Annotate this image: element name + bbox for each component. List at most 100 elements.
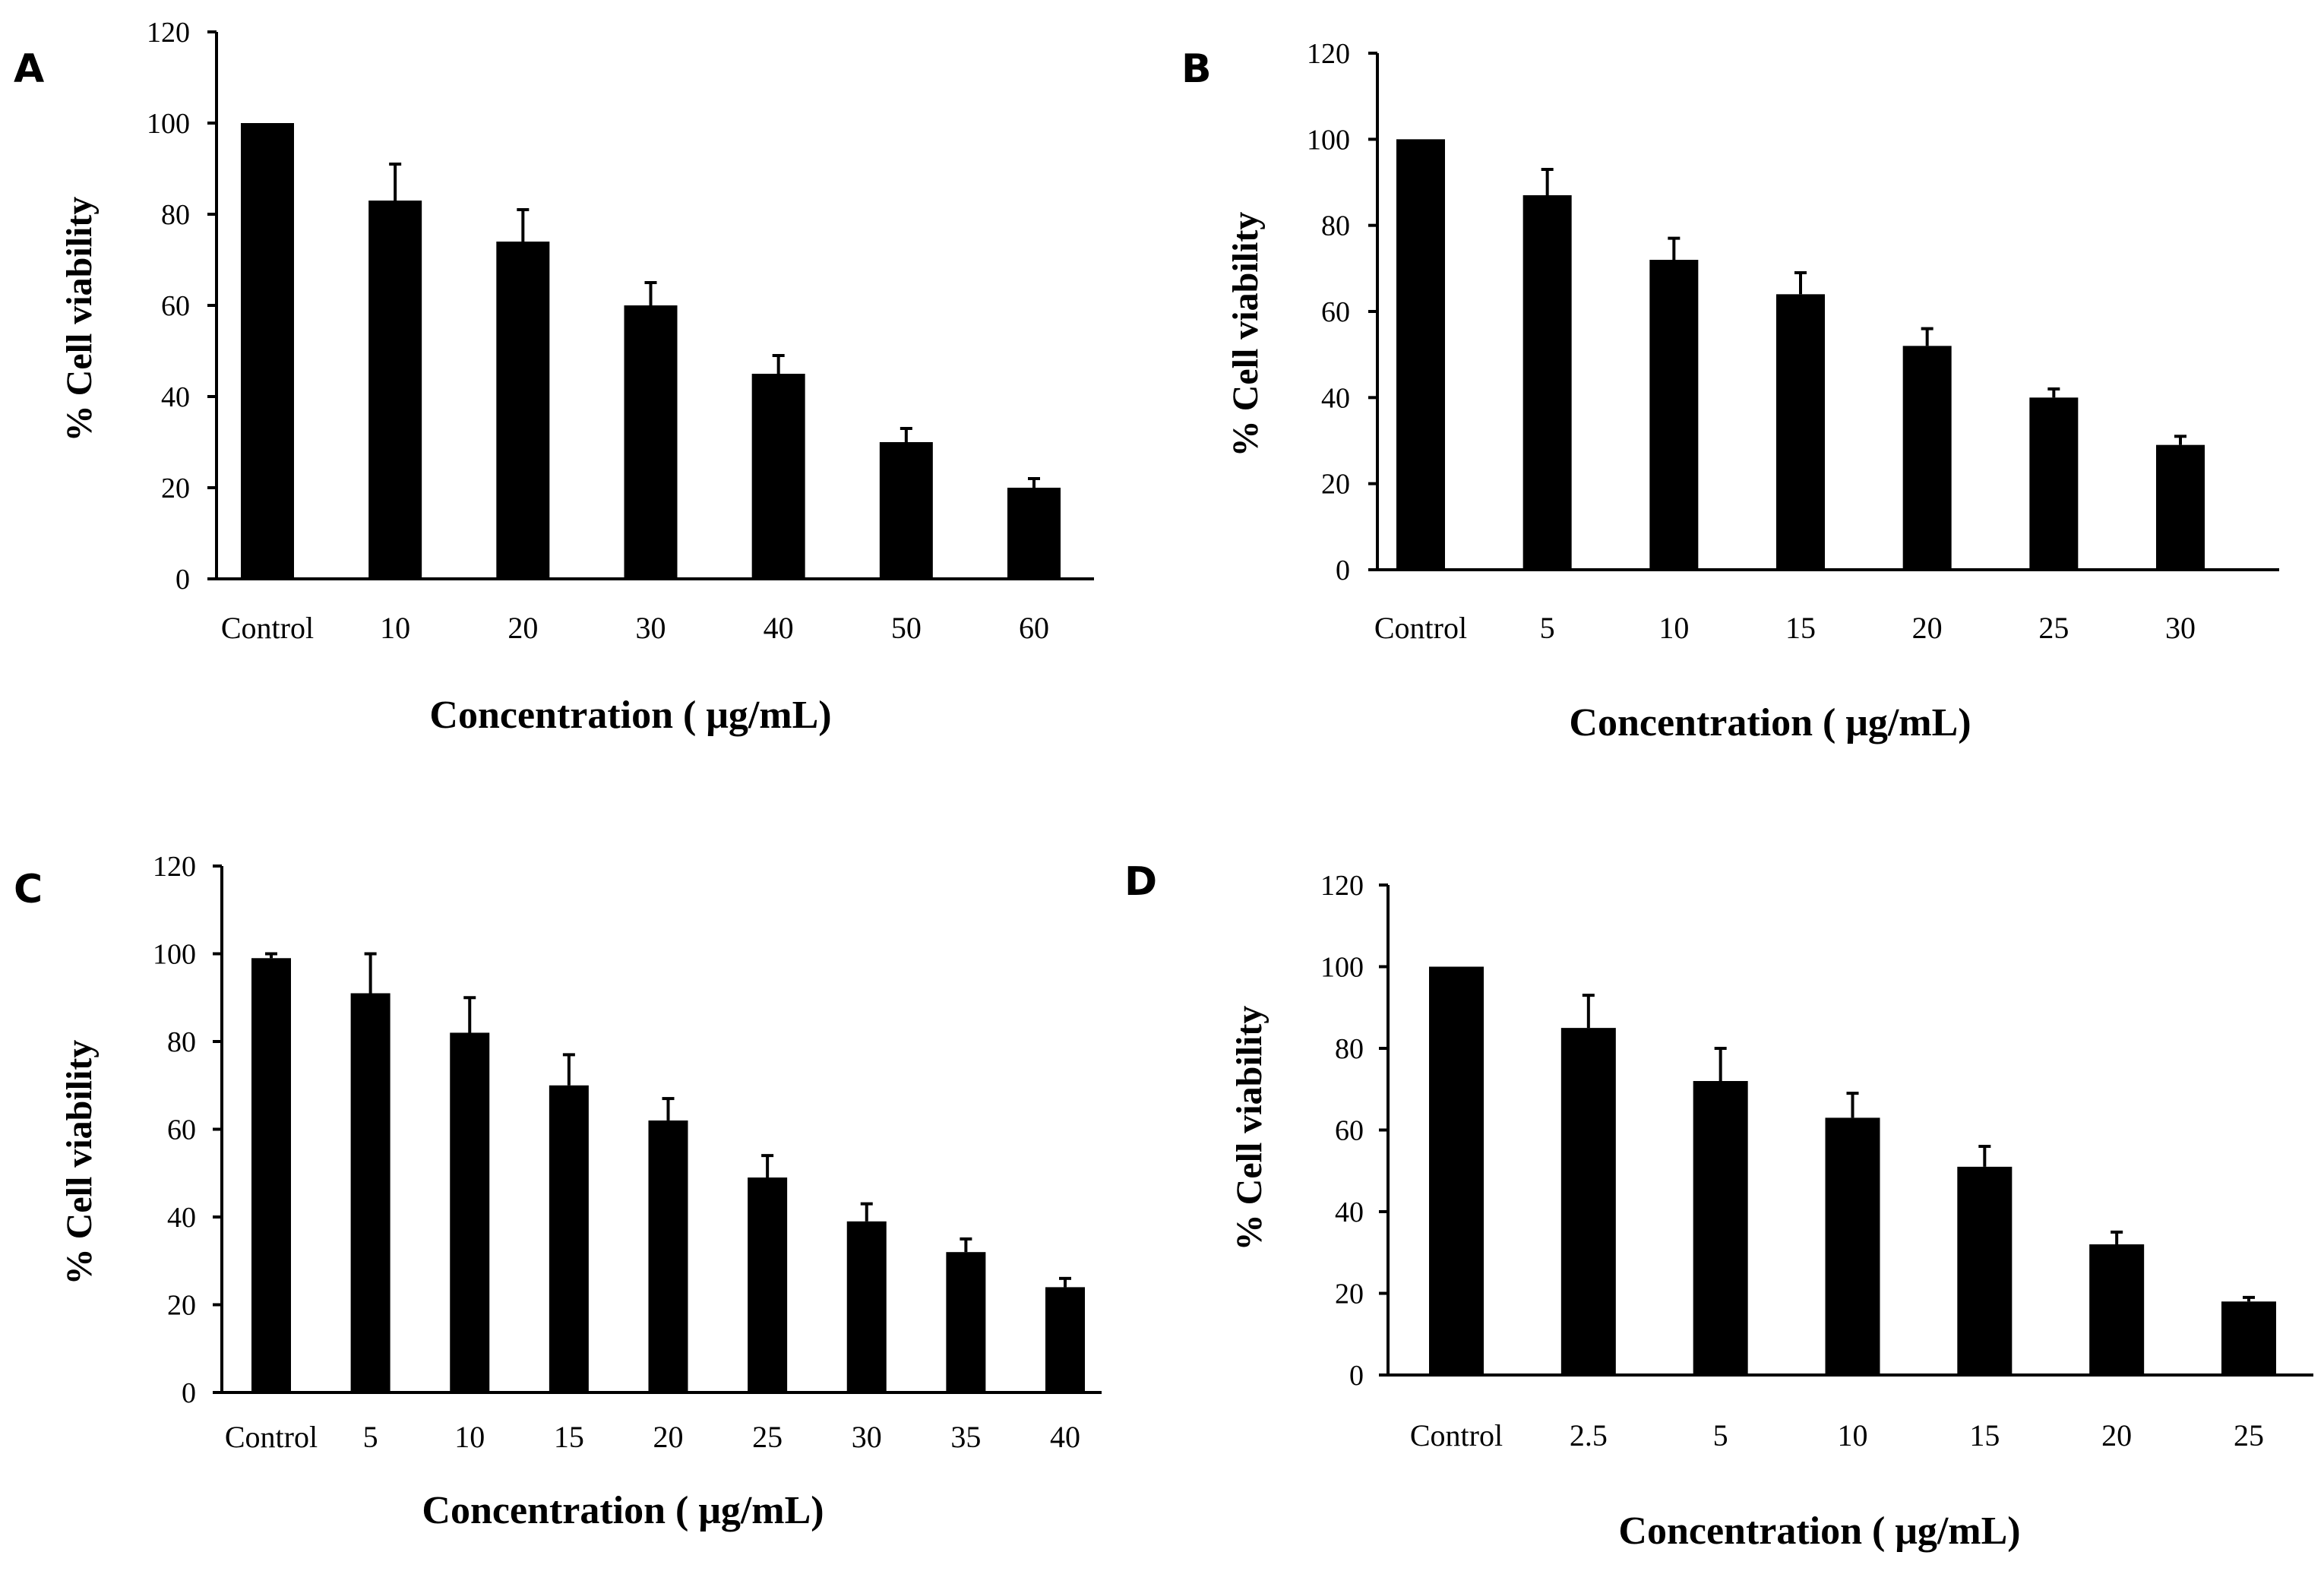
x-tick-label: 25 [2038,611,2069,645]
x-tick-label: Control [225,1420,318,1454]
x-tick-label: 5 [1540,611,1555,645]
bar [624,305,678,579]
y-tick-label: 100 [147,108,190,140]
x-tick-label: 25 [2234,1418,2264,1452]
x-tick-label: 20 [507,611,538,645]
bar [751,374,805,579]
y-tick-label: 40 [1335,1196,1364,1228]
bar [1045,1287,1085,1392]
x-axis-title: Concentration ( μg/mL) [429,694,831,737]
bar [1825,1117,1880,1375]
x-tick-label: 15 [554,1420,584,1454]
bar [946,1252,986,1392]
bar [2029,397,2079,570]
bar [2156,444,2205,570]
bar [1522,195,1572,570]
x-axis-title: Concentration ( μg/mL) [1618,1509,2020,1553]
x-tick-label: 30 [2165,611,2196,645]
y-tick-label: 120 [1320,870,1364,902]
x-tick-label: 40 [1050,1420,1080,1454]
y-tick-label: 20 [1335,1279,1364,1310]
y-tick-label: 20 [167,1290,196,1322]
y-tick-label: 40 [1321,382,1350,414]
chart-panel-a: A 0 20 40 60 80 100 120 Control 10 20 30 40 50 60 Conce… [14,17,1094,737]
bar [2221,1301,2276,1375]
x-tick-label: 25 [752,1420,783,1454]
y-tick-label: 60 [161,290,190,322]
chart-panel-c: C 0 20 40 60 80 100 120 Control 5 10 15 20 25 30 35 40 Co… [14,851,1102,1532]
y-tick-label: 120 [147,17,190,49]
x-tick-label: 5 [1713,1418,1728,1452]
y-tick-label: 120 [1307,38,1350,70]
y-axis-title: % Cell viability [59,197,100,442]
bar [1007,488,1061,579]
y-tick-label: 40 [161,381,190,413]
x-tick-label: 10 [454,1420,485,1454]
panel-letter: C [14,867,43,912]
x-tick-label: 10 [380,611,410,645]
y-tick-label: 40 [167,1202,196,1234]
x-tick-label: 35 [950,1420,981,1454]
x-tick-label: 30 [636,611,666,645]
chart-panel-b: B 0 20 40 60 80 100 120 Control 5 10 15 20 25 30 Concen… [1181,38,2279,744]
panel-letter: D [1124,859,1157,905]
x-tick-label: 50 [891,611,922,645]
bar [1776,294,1825,570]
y-tick-label: 0 [182,1377,196,1409]
x-tick-label: Control [221,611,314,645]
bar [2089,1244,2145,1375]
bar [1396,139,1445,571]
bar [1560,1028,1616,1375]
y-tick-label: 20 [161,473,190,504]
bar [846,1221,887,1392]
x-tick-label: 15 [1785,611,1816,645]
chart-panel-d: D 0 20 40 60 80 100 120 Control 2.5 5 10 15 20 25 Conce… [1124,859,2313,1553]
bar [1649,260,1699,570]
x-tick-label: 20 [2101,1418,2132,1452]
x-tick-label: 10 [1838,1418,1868,1452]
x-axis-title: Concentration ( μg/mL) [1569,701,1971,744]
bar [1957,1166,2013,1375]
bar [241,123,294,579]
bar [648,1120,688,1392]
y-tick-label: 0 [1336,555,1350,586]
y-tick-label: 100 [1307,124,1350,156]
y-tick-label: 80 [167,1026,196,1058]
bar [748,1177,788,1392]
bar [251,958,291,1392]
x-tick-label: 20 [1912,611,1943,645]
y-tick-label: 80 [1335,1033,1364,1065]
x-tick-label: Control [1374,611,1467,645]
y-tick-label: 100 [153,939,196,971]
bar [496,242,550,579]
x-tick-label: 30 [852,1420,882,1454]
bar [450,1032,490,1392]
y-tick-label: 80 [1321,210,1350,242]
y-tick-label: 120 [153,851,196,883]
y-tick-label: 60 [1335,1115,1364,1147]
y-tick-label: 0 [1349,1360,1364,1392]
y-tick-label: 80 [161,199,190,231]
x-tick-label: 10 [1658,611,1689,645]
y-axis-title: % Cell viability [59,1040,100,1285]
bar [1693,1081,1748,1375]
x-tick-label: 2.5 [1570,1418,1608,1452]
bar [879,442,933,579]
x-tick-label: 20 [653,1420,684,1454]
y-tick-label: 60 [167,1114,196,1146]
x-tick-label: Control [1410,1418,1503,1452]
x-tick-label: 60 [1019,611,1049,645]
bar [1429,966,1484,1375]
bar [368,201,422,579]
bar [549,1085,589,1392]
y-axis-title: % Cell viability [1229,1006,1270,1251]
y-tick-label: 20 [1321,469,1350,501]
bar [350,993,390,1392]
y-tick-label: 100 [1320,952,1364,984]
y-axis-title: % Cell viability [1225,212,1266,457]
x-tick-label: 5 [363,1420,378,1454]
bar [1902,346,1952,570]
y-tick-label: 0 [175,564,190,596]
x-tick-label: 40 [764,611,794,645]
